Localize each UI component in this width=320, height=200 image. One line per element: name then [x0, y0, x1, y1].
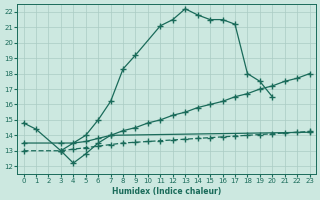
X-axis label: Humidex (Indice chaleur): Humidex (Indice chaleur): [112, 187, 221, 196]
